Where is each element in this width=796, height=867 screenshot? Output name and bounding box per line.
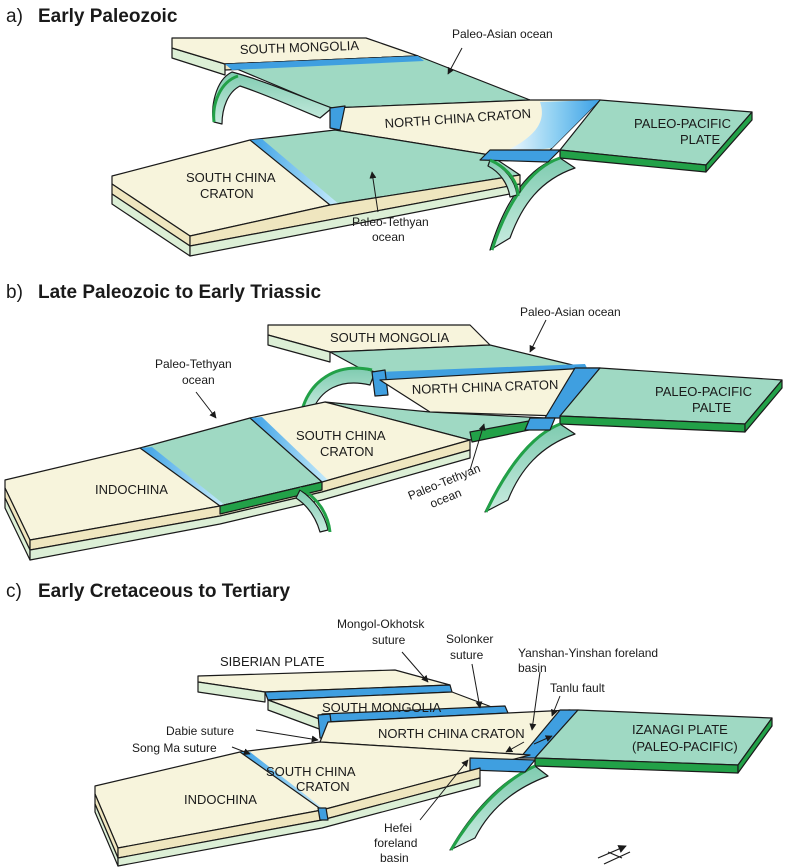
label-paleo-tethyan-a-1: Paleo-Tethyan bbox=[352, 215, 429, 229]
label-paleo-asian-a: Paleo-Asian ocean bbox=[452, 27, 553, 41]
label-north-china-craton-c: NORTH CHINA CRATON bbox=[378, 726, 525, 741]
arrow-paleo-asian-b bbox=[529, 319, 547, 353]
leader-lines bbox=[195, 47, 561, 821]
panel-b-letter: b) bbox=[6, 282, 23, 303]
label-mongol-okhotsk-1: Mongol-Okhotsk bbox=[337, 617, 425, 631]
label-solonker-1: Solonker bbox=[446, 632, 493, 646]
izanagi-plate bbox=[534, 709, 773, 766]
paleo-pacific-slab-b bbox=[484, 423, 576, 513]
strike-slip-symbol bbox=[597, 845, 631, 865]
tanlu-slip-arrow-2 bbox=[533, 735, 553, 745]
label-south-mongolia-a: SOUTH MONGOLIA bbox=[240, 38, 360, 57]
label-indochina-b: INDOCHINA bbox=[95, 482, 168, 497]
label-yanshan-2: basin bbox=[518, 661, 547, 675]
label-paleo-asian-b: Paleo-Asian ocean bbox=[520, 305, 621, 319]
paleo-pacific-slab-a bbox=[489, 157, 576, 251]
label-siberian-plate: SIBERIAN PLATE bbox=[220, 654, 325, 669]
label-south-china-a-1: SOUTH CHINA bbox=[186, 170, 276, 185]
label-tanlu-fault: Tanlu fault bbox=[550, 681, 605, 695]
panel-c-title: Early Cretaceous to Tertiary bbox=[38, 581, 290, 602]
arrow-solonker bbox=[471, 663, 483, 709]
label-south-china-c-1: SOUTH CHINA bbox=[266, 764, 356, 779]
label-north-china-craton-b: NORTH CHINA CRATON bbox=[412, 377, 559, 397]
panel-a bbox=[111, 37, 753, 257]
label-paleo-pacific-a-2: PLATE bbox=[680, 132, 721, 147]
arrow-yanshan bbox=[529, 671, 541, 731]
panel-c-letter: c) bbox=[6, 581, 22, 602]
label-south-china-a-2: CRATON bbox=[200, 186, 254, 201]
label-izanagi-2: (PALEO-PACIFIC) bbox=[632, 739, 738, 754]
label-hefei-3: basin bbox=[380, 851, 409, 865]
label-izanagi-1: IZANAGI PLATE bbox=[632, 722, 728, 737]
panel-a-title: Early Paleozoic bbox=[38, 6, 178, 27]
panel-c bbox=[94, 669, 773, 867]
panel-b bbox=[4, 324, 783, 561]
arrow-dabie bbox=[255, 729, 319, 743]
label-paleo-tethyan-b-west-1: Paleo-Tethyan bbox=[155, 357, 232, 371]
label-solonker-2: suture bbox=[450, 648, 484, 662]
arrow-song-ma bbox=[231, 746, 251, 755]
label-dabie-suture: Dabie suture bbox=[166, 724, 234, 738]
label-mongol-okhotsk-2: suture bbox=[372, 633, 406, 647]
label-paleo-tethyan-b-west-2: ocean bbox=[182, 373, 215, 387]
label-yanshan-1: Yanshan-Yinshan foreland bbox=[518, 646, 658, 660]
label-paleo-pacific-b-2: PALTE bbox=[692, 400, 732, 415]
label-hefei-1: Hefei bbox=[384, 821, 412, 835]
label-paleo-tethyan-a-2: ocean bbox=[372, 230, 405, 244]
label-south-china-b-2: CRATON bbox=[320, 444, 374, 459]
arrow-paleo-tethyan-b-east bbox=[469, 423, 486, 471]
arrow-paleo-asian-a bbox=[447, 47, 463, 75]
arrow-tanlu bbox=[551, 695, 561, 717]
arrow-paleo-tethyan-a bbox=[369, 171, 379, 213]
panel-b-title: Late Paleozoic to Early Triassic bbox=[38, 282, 321, 303]
label-south-mongolia-b: SOUTH MONGOLIA bbox=[330, 330, 450, 345]
arrow-paleo-tethyan-b-west bbox=[195, 391, 217, 419]
tanlu-slip-arrow-1 bbox=[505, 741, 525, 753]
label-paleo-pacific-a-1: PALEO-PACIFIC bbox=[634, 116, 731, 131]
label-indochina-c: INDOCHINA bbox=[184, 792, 257, 807]
label-song-ma-suture: Song Ma suture bbox=[132, 741, 217, 755]
label-south-china-c-2: CRATON bbox=[296, 779, 350, 794]
arrow-mongol-okhotsk bbox=[401, 651, 429, 683]
label-south-mongolia-c: SOUTH MONGOLIA bbox=[322, 700, 442, 715]
panel-a-letter: a) bbox=[6, 6, 23, 27]
arrow-hefei bbox=[419, 759, 469, 821]
label-hefei-2: foreland bbox=[374, 836, 417, 850]
label-paleo-pacific-b-1: PALEO-PACIFIC bbox=[655, 384, 752, 399]
label-south-china-b-1: SOUTH CHINA bbox=[296, 428, 386, 443]
